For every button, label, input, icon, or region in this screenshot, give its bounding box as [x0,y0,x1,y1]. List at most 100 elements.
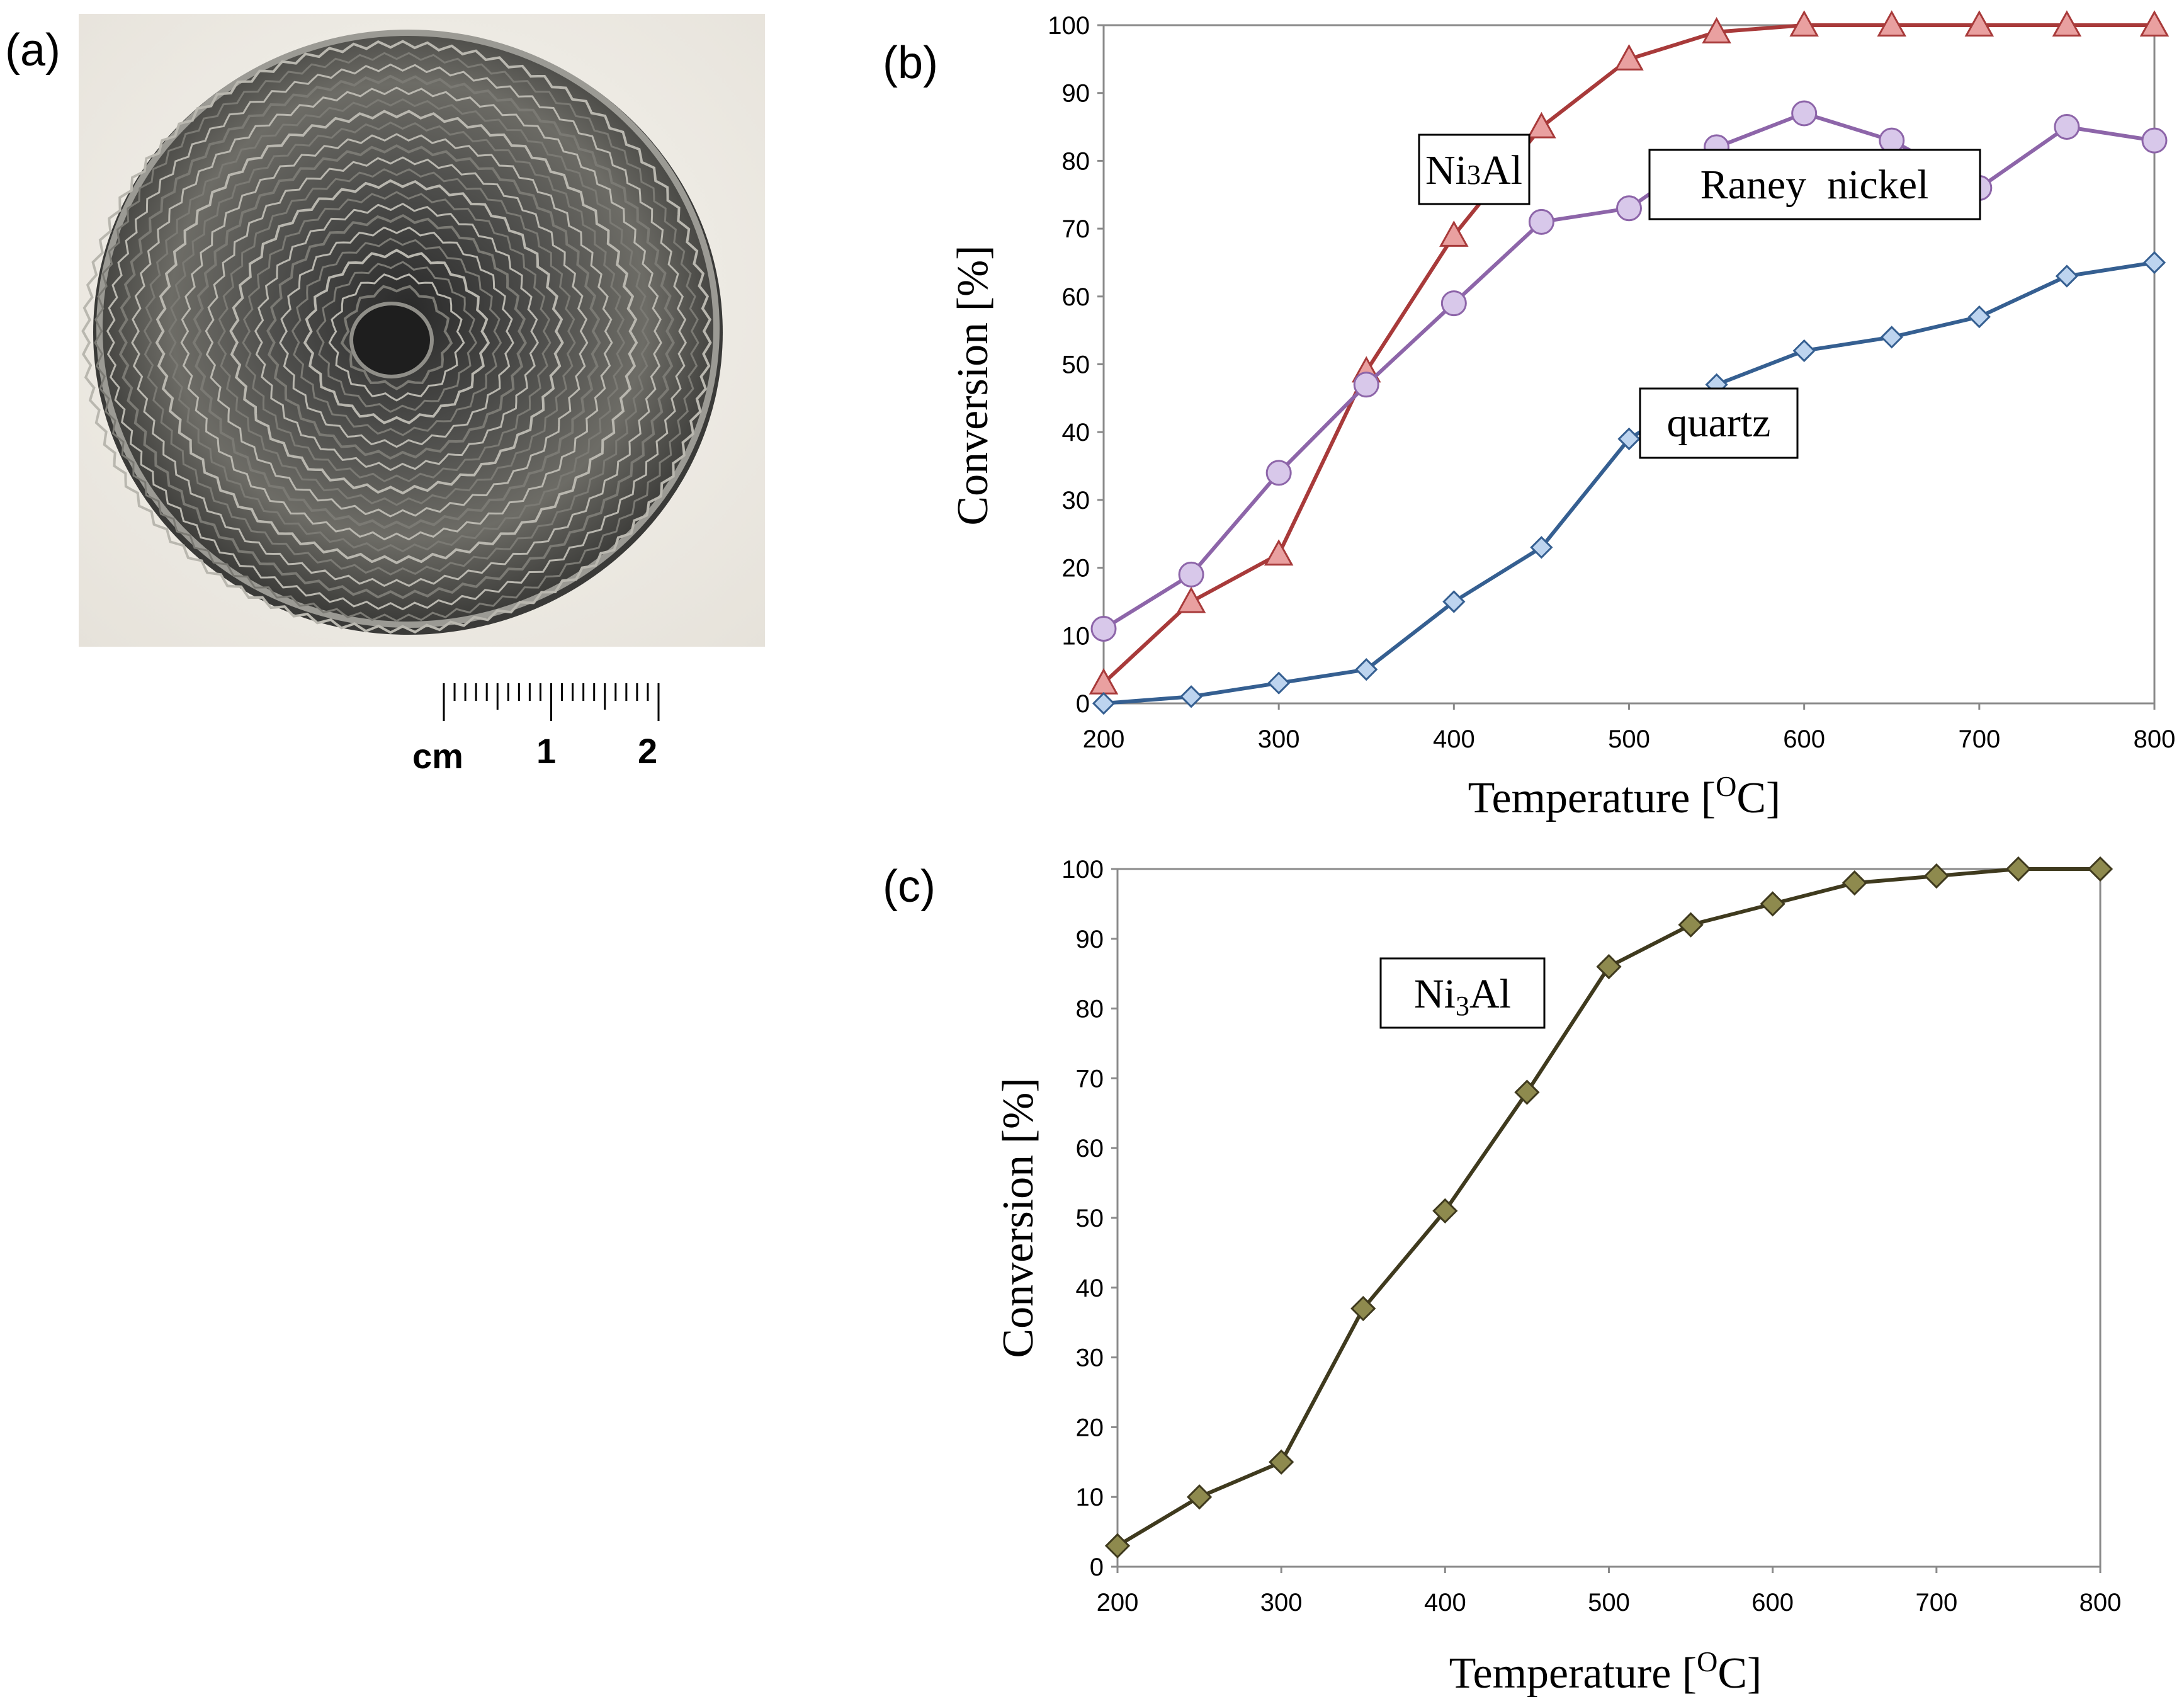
y-tick-label: 10 [1062,622,1090,650]
foil-winding [279,226,514,448]
y-tick-label: 60 [1076,1135,1104,1162]
chart-b-series-quartz-point [1967,305,1991,329]
chart-b-series-ni3al-point [1877,10,1906,37]
x-tick-label: 300 [1260,1589,1303,1616]
chart-b-series-ni3al-point [1439,220,1469,247]
y-tick-label: 60 [1062,283,1090,311]
foil-winding [94,52,699,622]
x-tick-label: 200 [1097,1589,1139,1616]
x-tick-label: 600 [1751,1589,1794,1616]
chart-b-annotation-quartz-text: quartz [1667,400,1771,446]
chart-b-series-raney-nickel-point [1528,208,1554,235]
x-tick-label: 400 [1433,725,1475,753]
y-tick-label: 50 [1076,1205,1104,1232]
chart-c-x-axis-title: Temperature [OC] [1449,1645,1762,1698]
foil-winding [167,122,626,552]
chart-b-series-quartz-point [1355,658,1378,681]
scale-ticks [443,683,660,721]
chart-c-series-ni3al-point [1186,1484,1213,1510]
y-tick-label: 100 [1048,12,1090,40]
chart-c-x-axis: 200 300 400 500 600 700 800 [1097,1567,2122,1616]
y-tick-label: 30 [1076,1344,1104,1372]
chart-b-series-quartz-point [2142,251,2166,275]
chart-c-series-ni3al-point [1514,1079,1540,1105]
chart-c-series-ni3al-point [1104,1533,1131,1559]
chart-c-x-axis-title-main: Temperature [ [1449,1649,1697,1698]
y-tick-label: 50 [1062,351,1090,379]
chart-c-series [1104,856,2113,1559]
chart-c-series-ni3al-point [1678,912,1704,938]
chart-b-annotation-raney: Raney nickel [1648,149,1981,220]
foil-winding [242,191,552,482]
chart-b-series-quartz-point [1792,339,1816,363]
foil-winding [229,179,564,495]
chart-c-x-axis-title-sup: O [1697,1645,1717,1678]
y-tick-label: 0 [1076,690,1090,718]
foil-winding [266,213,528,460]
chart-c-y-axis-title: Conversion [%] [994,1077,1043,1358]
chart-c-series-ni3al-point [1350,1295,1376,1322]
x-tick-label: 600 [1783,725,1825,753]
panel-label-b: (b) [883,38,938,88]
x-tick-label: 500 [1588,1589,1630,1616]
chart-b-series-raney-nickel-point [1353,372,1379,398]
chart-c-series-ni3al-point [1842,870,1867,896]
chart-b-series-raney-nickel-point [1090,616,1117,642]
y-tick-label: 40 [1062,419,1090,446]
chart-b-series-raney-nickel-point [1178,561,1204,588]
chart-b-series-quartz-point [1617,427,1641,451]
chart-b-series-raney-nickel-point [2141,127,2168,154]
foil-winding [303,249,490,424]
chart-b-y-axis-title: Conversion [%] [949,245,997,525]
foil-winding [106,63,687,611]
y-tick-label: 80 [1076,996,1104,1023]
chart-b-series-quartz-point [1530,536,1553,559]
chart-b-series-ni3al-point [2139,10,2170,37]
y-tick-label: 90 [1062,80,1090,108]
chart-c-series-ni3al-point [1596,953,1622,980]
chart-b-series-raney-nickel-point [1440,290,1467,317]
y-tick-label: 0 [1090,1553,1104,1581]
chart-b-annotation-ni3al: Ni3Al [1418,133,1530,205]
y-tick-label: 40 [1076,1275,1104,1302]
chart-c-annotation-ni3al: Ni3Al [1379,957,1546,1029]
coil-core [349,302,434,378]
chart-c-series-ni3al-point [1923,863,1949,889]
chart-b-series-ni3al-point [1264,539,1294,566]
x-tick-label: 700 [1915,1589,1957,1616]
scale-bar: cm 1 2 [412,683,660,776]
foil-winding [340,285,453,390]
y-tick-label: 30 [1062,487,1090,514]
chart-b-series-quartz-point [1267,671,1291,695]
chart-b-series-quartz-point [1442,590,1466,613]
chart-b-series-quartz-point [2055,264,2079,288]
x-tick-label: 200 [1083,725,1125,753]
y-tick-label: 100 [1061,856,1104,883]
chart-b-x-axis: 200 300 400 500 600 700 800 [1083,703,2176,753]
chart-c-series-ni3al-point [2005,856,2032,882]
chart-c-series-ni3al-point [1760,891,1785,917]
chart-b-annotation-quartz-box [1639,387,1799,459]
chart-b-series-ni3al-point [1702,16,1731,43]
chart-b-x-axis-title-sup: O [1716,770,1736,802]
chart-b-series-ni3al-line [1102,23,2154,684]
scale-unit-label: cm [412,736,463,776]
chart-b-series-quartz-point [1880,326,1903,349]
y-tick-label: 70 [1062,215,1090,243]
x-tick-label: 800 [2134,725,2176,753]
foil-winding [192,144,601,530]
x-tick-label: 500 [1608,725,1650,753]
y-tick-label: 10 [1076,1484,1104,1511]
chart-b-annotation-raney-box [1648,149,1981,220]
y-tick-label: 70 [1076,1065,1104,1093]
chart-b-series-ni3al-point [1789,10,1819,37]
foil-winding [291,237,502,436]
x-tick-label: 800 [2079,1589,2122,1616]
chart-b-series-quartz-point [1092,691,1116,715]
foil-winding [254,203,540,471]
y-tick-label: 20 [1062,555,1090,582]
foil-windings [81,40,712,634]
panel-label-a: (a) [5,25,60,76]
chart-b-x-axis-title-main: Temperature [ [1468,774,1716,822]
